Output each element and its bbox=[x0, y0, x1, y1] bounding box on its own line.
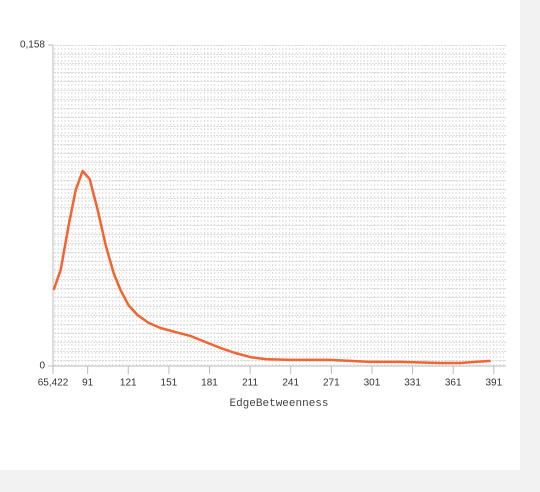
x-tick-label: 331 bbox=[404, 378, 421, 389]
x-tick-label: 65,422 bbox=[38, 378, 69, 389]
x-tick-label: 391 bbox=[485, 378, 502, 389]
x-tick-label: 271 bbox=[323, 378, 340, 389]
x-tick-label: 361 bbox=[445, 378, 462, 389]
y-tick-label: 0 bbox=[39, 361, 45, 372]
y-tick-label: 0,158 bbox=[20, 40, 45, 51]
x-tick-label: 301 bbox=[364, 378, 381, 389]
x-tick-label: 241 bbox=[282, 378, 299, 389]
x-tick-label: 121 bbox=[120, 378, 137, 389]
line bbox=[52, 169, 491, 365]
minor-grid bbox=[53, 45, 506, 366]
x-axis-label: EdgeBetweenness bbox=[229, 398, 328, 410]
x-tick-label: 91 bbox=[82, 378, 94, 389]
x-tick-label: 151 bbox=[161, 378, 178, 389]
x-tick-label: 181 bbox=[201, 378, 218, 389]
x-tick-label: 211 bbox=[242, 378, 258, 389]
